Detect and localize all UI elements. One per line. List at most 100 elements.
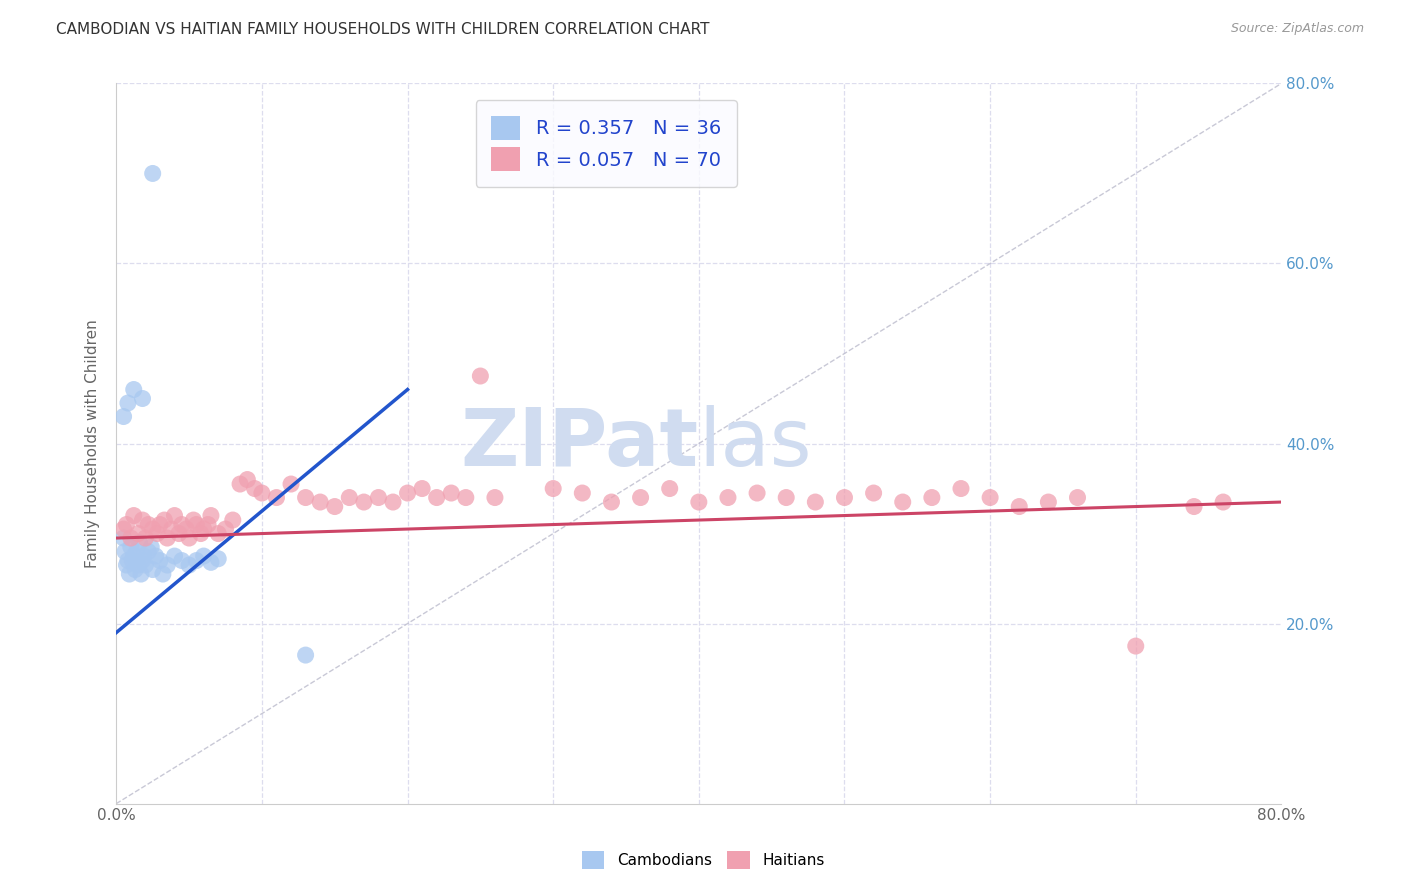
Point <box>949 482 972 496</box>
Point <box>127 558 149 572</box>
Legend: R = 0.357   N = 36, R = 0.057   N = 70: R = 0.357 N = 36, R = 0.057 N = 70 <box>475 101 737 186</box>
Point <box>222 513 245 527</box>
Point <box>1066 491 1088 505</box>
Point <box>207 526 229 541</box>
Point <box>152 567 174 582</box>
Point <box>115 558 138 572</box>
Point <box>125 544 148 558</box>
Point <box>891 495 914 509</box>
Text: CAMBODIAN VS HAITIAN FAMILY HOUSEHOLDS WITH CHILDREN CORRELATION CHART: CAMBODIAN VS HAITIAN FAMILY HOUSEHOLDS W… <box>56 22 710 37</box>
Point <box>134 558 156 572</box>
Point <box>132 549 155 563</box>
Point <box>745 486 768 500</box>
Point <box>136 517 159 532</box>
Point <box>122 549 145 563</box>
Point <box>294 491 316 505</box>
Point <box>131 513 153 527</box>
Point <box>600 495 623 509</box>
Point <box>243 482 266 496</box>
Point <box>163 508 186 523</box>
Text: ZIPat: ZIPat <box>461 405 699 483</box>
Point <box>280 477 302 491</box>
Point <box>411 482 433 496</box>
Point <box>440 486 463 500</box>
Point <box>834 491 856 505</box>
Point <box>117 553 139 567</box>
Point <box>294 648 316 662</box>
Point <box>337 491 360 505</box>
Point <box>170 517 193 532</box>
Text: Source: ZipAtlas.com: Source: ZipAtlas.com <box>1230 22 1364 36</box>
Point <box>323 500 346 514</box>
Point <box>160 522 183 536</box>
Point <box>142 563 165 577</box>
Point <box>142 166 165 180</box>
Point <box>117 396 139 410</box>
Point <box>115 517 138 532</box>
Point <box>775 491 797 505</box>
Point <box>120 540 142 554</box>
Point <box>149 553 172 567</box>
Point <box>426 491 449 505</box>
Point <box>193 522 215 536</box>
Point <box>112 531 135 545</box>
Point <box>156 558 179 572</box>
Point <box>170 553 193 567</box>
Point <box>658 482 681 496</box>
Legend: Cambodians, Haitians: Cambodians, Haitians <box>575 845 831 875</box>
Y-axis label: Family Households with Children: Family Households with Children <box>86 319 100 568</box>
Point <box>541 482 564 496</box>
Point <box>167 526 190 541</box>
Point <box>266 491 288 505</box>
Point <box>153 513 176 527</box>
Point <box>1212 495 1234 509</box>
Point <box>229 477 252 491</box>
Point <box>200 508 222 523</box>
Text: las: las <box>699 405 813 483</box>
Point <box>136 544 159 558</box>
Point <box>177 531 200 545</box>
Point <box>214 522 236 536</box>
Point <box>250 486 273 500</box>
Point <box>163 549 186 563</box>
Point <box>131 553 153 567</box>
Point <box>200 555 222 569</box>
Point <box>112 522 135 536</box>
Point <box>921 491 943 505</box>
Point <box>382 495 405 509</box>
Point <box>124 563 146 577</box>
Point <box>131 392 153 406</box>
Point <box>183 513 205 527</box>
Point <box>122 508 145 523</box>
Point <box>979 491 1001 505</box>
Point <box>121 553 143 567</box>
Point <box>142 522 165 536</box>
Point <box>186 553 208 567</box>
Point <box>717 491 740 505</box>
Point <box>177 558 200 572</box>
Point <box>1038 495 1060 509</box>
Point <box>118 567 141 582</box>
Point <box>367 491 389 505</box>
Point <box>190 526 212 541</box>
Point <box>193 549 215 563</box>
Point <box>186 517 208 532</box>
Point <box>141 540 163 554</box>
Point <box>1125 639 1147 653</box>
Point <box>470 369 492 384</box>
Point <box>128 535 150 549</box>
Point <box>804 495 827 509</box>
Point <box>114 544 136 558</box>
Point <box>1182 500 1205 514</box>
Point <box>156 531 179 545</box>
Point <box>120 531 142 545</box>
Point <box>353 495 375 509</box>
Point <box>146 526 169 541</box>
Point <box>454 491 477 505</box>
Point <box>630 491 652 505</box>
Point <box>236 473 259 487</box>
Point <box>149 517 172 532</box>
Point <box>174 522 197 536</box>
Point <box>129 567 152 582</box>
Point <box>862 486 884 500</box>
